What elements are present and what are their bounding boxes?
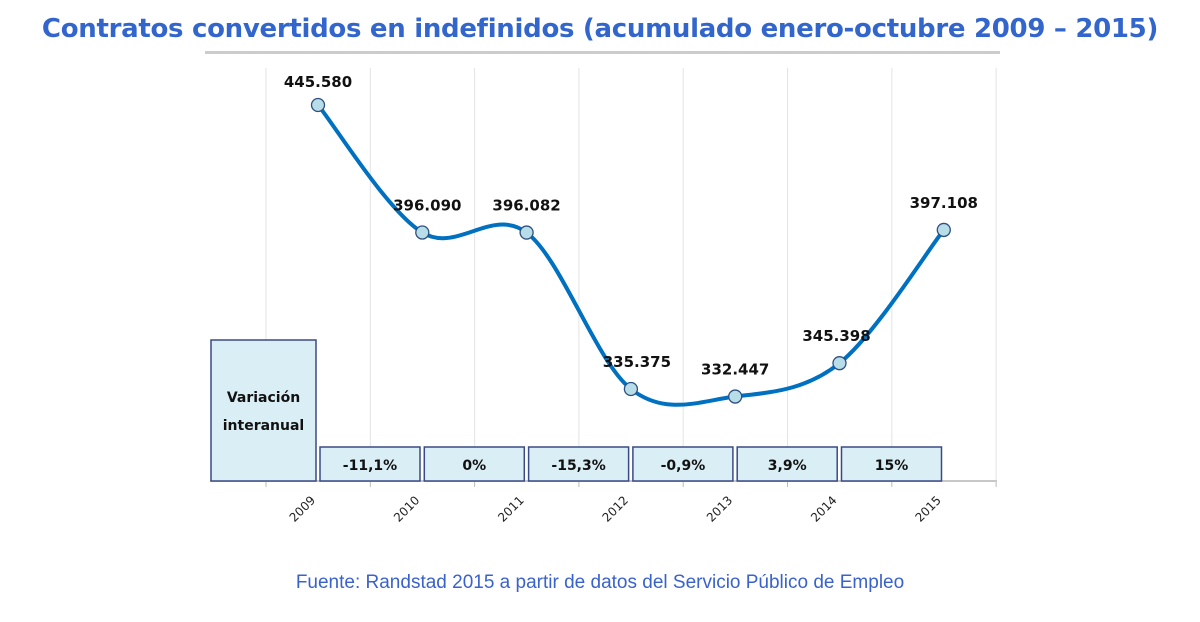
x-tick-label: 2013	[704, 493, 735, 524]
data-label: 335.375	[603, 353, 671, 371]
chart-title: Contratos convertidos en indefinidos (ac…	[41, 14, 1159, 44]
data-label: 396.090	[393, 197, 461, 215]
variation-value: 0%	[462, 458, 486, 474]
x-tick-label: 2014	[808, 493, 839, 524]
source-note: Fuente: Randstad 2015 a partir de datos …	[295, 572, 905, 593]
variation-value: -15,3%	[551, 458, 605, 474]
variation-box	[319, 446, 421, 482]
data-point	[415, 225, 430, 240]
variation-value: 3,9%	[768, 458, 807, 474]
variation-label: Variación	[227, 390, 300, 406]
variation-label-box	[210, 339, 317, 482]
x-tick-label: 2010	[391, 493, 422, 524]
x-tick-label: 2012	[600, 493, 631, 524]
variation-value: -0,9%	[661, 458, 706, 474]
variation-value: -11,1%	[343, 458, 397, 474]
data-point	[623, 381, 639, 397]
x-tick-label: 2009	[287, 493, 318, 524]
data-point	[519, 225, 534, 240]
data-point	[832, 356, 847, 371]
data-label: 332.447	[701, 361, 769, 379]
data-label: 397.108	[910, 194, 978, 212]
data-label: 445.580	[284, 73, 352, 91]
variation-value: 15%	[875, 458, 909, 474]
variation-box	[423, 446, 526, 482]
variation-box	[840, 446, 943, 482]
data-point	[728, 389, 743, 404]
data-point	[936, 222, 951, 238]
title-underline	[205, 51, 1000, 54]
data-point	[310, 97, 326, 113]
x-tick-label: 2015	[912, 493, 943, 524]
x-tick-label: 2011	[495, 493, 526, 524]
data-label: 345.398	[802, 327, 870, 345]
variation-box	[632, 446, 734, 482]
variation-box	[736, 446, 838, 482]
variation-label: interanual	[223, 418, 304, 434]
variation-box	[527, 446, 630, 482]
data-label: 396.082	[492, 197, 560, 215]
